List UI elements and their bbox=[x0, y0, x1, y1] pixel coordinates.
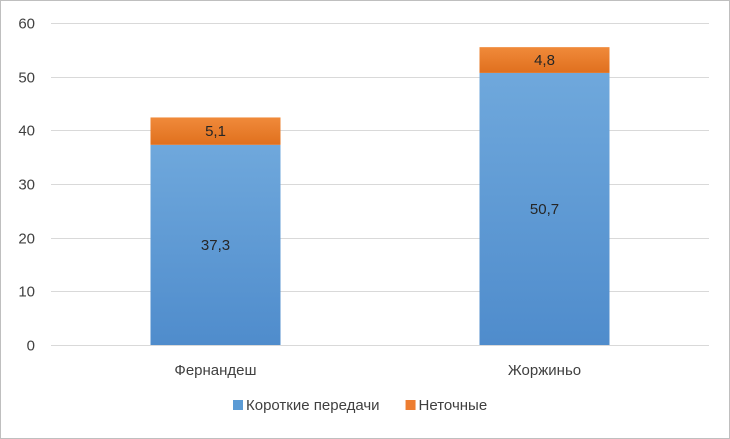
data-label-inaccurate-1: 5,1 bbox=[205, 123, 226, 140]
bar-short-passes-2 bbox=[479, 72, 610, 345]
x-category-label: Жоржиньо bbox=[508, 362, 581, 379]
y-tick-label: 30 bbox=[18, 177, 35, 194]
y-tick-label: 50 bbox=[18, 70, 35, 87]
bar-inaccurate-2 bbox=[479, 47, 610, 73]
y-axis-tick-labels: 0 10 20 30 40 50 60 bbox=[18, 16, 35, 355]
legend: Короткие передачи Неточные bbox=[233, 397, 487, 414]
legend-swatch-inaccurate bbox=[405, 400, 416, 410]
data-label-inaccurate-2: 4,8 bbox=[534, 52, 555, 69]
bar-inaccurate-1 bbox=[150, 117, 281, 145]
data-label-short-passes-1: 37,3 bbox=[201, 237, 230, 254]
legend-swatch-short-passes bbox=[233, 400, 243, 410]
bars bbox=[150, 47, 610, 345]
y-tick-label: 60 bbox=[18, 16, 35, 33]
data-label-short-passes-2: 50,7 bbox=[530, 201, 559, 218]
bar-short-passes-1 bbox=[150, 144, 281, 345]
gridlines bbox=[51, 23, 709, 346]
y-tick-label: 40 bbox=[18, 123, 35, 140]
y-tick-label: 20 bbox=[18, 231, 35, 248]
legend-label-short-passes: Короткие передачи bbox=[246, 397, 380, 414]
data-labels: 37,3 5,1 50,7 4,8 bbox=[201, 52, 559, 254]
x-category-label: Фернандеш bbox=[174, 362, 256, 379]
y-tick-label: 0 bbox=[27, 338, 35, 355]
x-axis-category-labels: Фернандеш Жоржиньо bbox=[174, 362, 581, 379]
y-tick-label: 10 bbox=[18, 284, 35, 301]
legend-label-inaccurate: Неточные bbox=[419, 397, 488, 414]
